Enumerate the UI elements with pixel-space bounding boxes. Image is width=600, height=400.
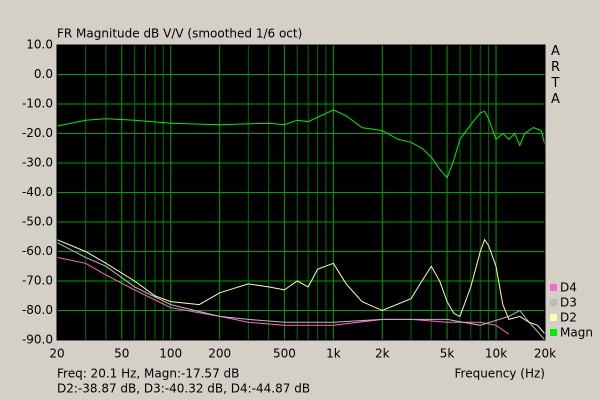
series-line bbox=[56, 256, 510, 335]
y-tick-label: -40.0 bbox=[22, 185, 53, 199]
x-tick-label: 1k bbox=[326, 347, 341, 361]
series-line bbox=[56, 242, 546, 341]
y-tick-label: -80.0 bbox=[22, 303, 53, 317]
y-tick-label: -60.0 bbox=[22, 244, 53, 258]
y-tick-label: -10.0 bbox=[22, 97, 53, 111]
x-tick-label: 500 bbox=[273, 347, 296, 361]
x-tick-label: 100 bbox=[159, 347, 182, 361]
legend-swatch bbox=[550, 299, 557, 306]
legend-swatch bbox=[550, 329, 557, 336]
status-line: Freq: 20.1 Hz, Magn:-17.57 dB bbox=[57, 367, 239, 381]
plot-frame bbox=[56, 44, 546, 341]
x-tick-label: 50 bbox=[114, 347, 129, 361]
x-axis-label: Frequency (Hz) bbox=[455, 367, 546, 381]
legend-label: Magn bbox=[560, 326, 593, 340]
x-tick-label: 20 bbox=[49, 347, 64, 361]
x-tick-label: 10k bbox=[485, 347, 507, 361]
x-tick-label: 5k bbox=[440, 347, 455, 361]
x-tick-label: 2k bbox=[375, 347, 390, 361]
brand: ARTA bbox=[548, 44, 563, 108]
legend-label: D4 bbox=[560, 281, 577, 295]
series-line bbox=[56, 109, 546, 179]
y-tick-label: -50.0 bbox=[22, 215, 53, 229]
y-tick-label: -90.0 bbox=[22, 333, 53, 347]
y-tick-label: 10.0 bbox=[26, 38, 53, 52]
x-tick-label: 200 bbox=[208, 347, 231, 361]
legend-label: D3 bbox=[560, 296, 577, 310]
legend-swatch bbox=[550, 284, 557, 291]
status-line: D2:-38.87 dB, D3:-40.32 dB, D4:-44.87 dB bbox=[57, 382, 310, 396]
y-tick-label: -20.0 bbox=[22, 126, 53, 140]
legend-swatch bbox=[550, 314, 557, 321]
y-tick-label: -30.0 bbox=[22, 156, 53, 170]
y-tick-label: 0.0 bbox=[34, 67, 53, 81]
legend-label: D2 bbox=[560, 311, 577, 325]
chart-title: FR Magnitude dB V/V (smoothed 1/6 oct) bbox=[57, 27, 302, 41]
series-line bbox=[56, 238, 546, 335]
x-tick-label: 20k bbox=[534, 347, 556, 361]
y-tick-label: -70.0 bbox=[22, 274, 53, 288]
